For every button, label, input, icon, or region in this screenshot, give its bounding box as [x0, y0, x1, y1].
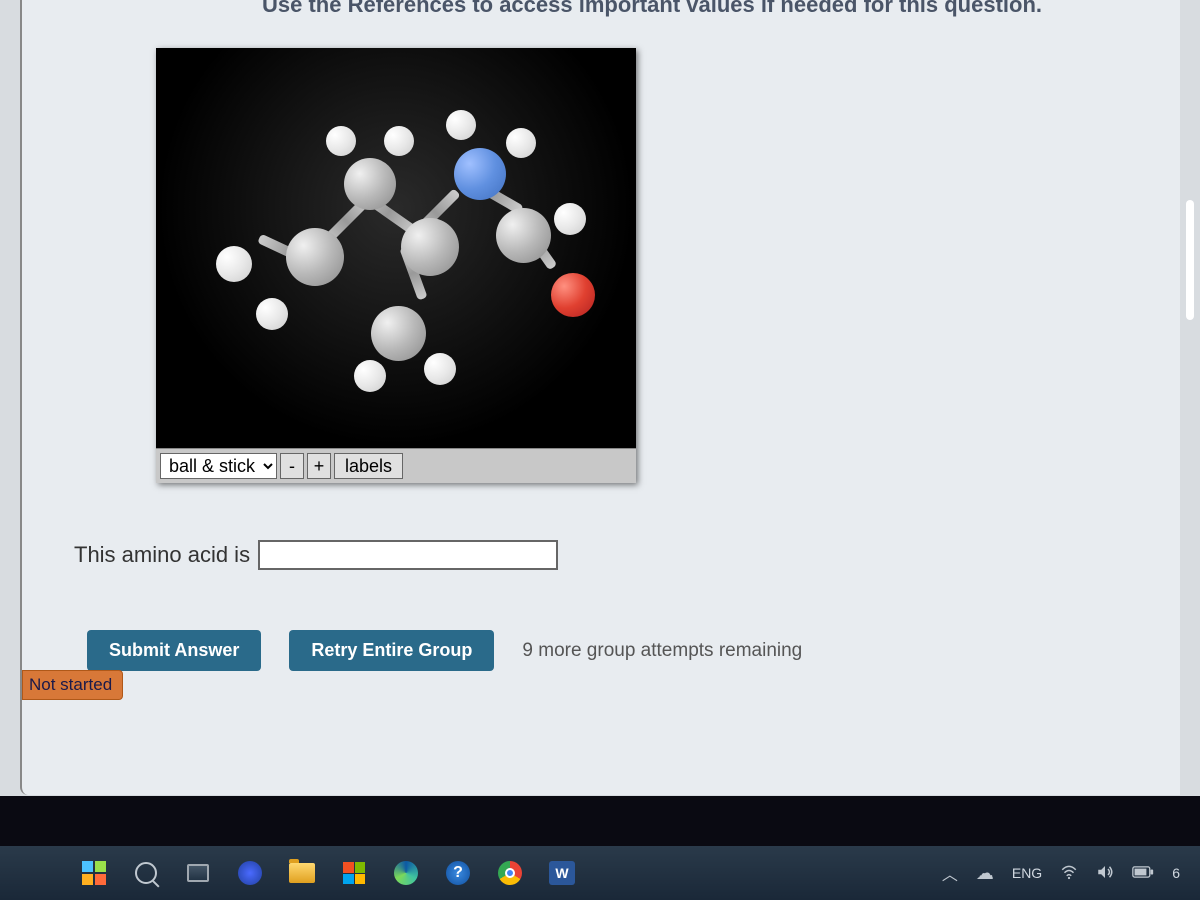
sound-tray-button[interactable] [1096, 863, 1114, 884]
word-app-button[interactable]: W [548, 859, 576, 887]
scrollbar-thumb[interactable] [1186, 200, 1194, 320]
help-icon: ? [446, 861, 470, 885]
zoom-out-button[interactable]: - [280, 453, 304, 479]
retry-group-button[interactable]: Retry Entire Group [289, 630, 494, 671]
chrome-browser-button[interactable] [496, 859, 524, 887]
carbon-atom [401, 218, 459, 276]
hydrogen-atom [256, 298, 288, 330]
battery-icon [1132, 865, 1154, 879]
instruction-text: Use the References to access important v… [262, 0, 1042, 18]
question-panel: Use the References to access important v… [20, 0, 1180, 795]
oxygen-atom [551, 273, 595, 317]
task-view-button[interactable] [184, 859, 212, 887]
carbon-atom [496, 208, 551, 263]
molecule-3d-canvas[interactable] [156, 48, 636, 448]
camera-icon [238, 861, 262, 885]
carbon-atom [371, 306, 426, 361]
windows-taskbar: ? W ︿ ☁ ENG 6 [0, 845, 1200, 900]
question-prompt: This amino acid is [74, 542, 250, 568]
word-icon: W [549, 861, 575, 885]
search-button[interactable] [132, 859, 160, 887]
hydrogen-atom [424, 353, 456, 385]
language-indicator[interactable]: ENG [1012, 865, 1042, 881]
task-view-icon [187, 864, 209, 882]
cloud-icon: ☁ [976, 863, 994, 883]
labels-toggle-button[interactable]: labels [334, 453, 403, 479]
view-style-select[interactable]: ball & stick [160, 453, 277, 479]
speaker-icon [1096, 863, 1114, 881]
attempts-remaining-text: 9 more group attempts remaining [522, 640, 802, 662]
help-app-button[interactable]: ? [444, 859, 472, 887]
answer-input[interactable] [258, 540, 558, 570]
windows-logo-icon [82, 861, 106, 885]
edge-browser-button[interactable] [392, 859, 420, 887]
question-row: This amino acid is [74, 540, 558, 570]
tray-overflow-button[interactable]: ︿ [942, 861, 958, 885]
taskbar-left-group: ? W [80, 859, 576, 887]
taskbar-right-group: ︿ ☁ ENG 6 [942, 861, 1180, 885]
battery-tray-button[interactable] [1132, 865, 1154, 882]
clock-fragment[interactable]: 6 [1172, 865, 1180, 881]
wifi-tray-button[interactable] [1060, 863, 1078, 884]
chrome-icon [498, 861, 522, 885]
submit-answer-button[interactable]: Submit Answer [87, 630, 261, 671]
camera-app-button[interactable] [236, 859, 264, 887]
start-button[interactable] [80, 859, 108, 887]
hydrogen-atom [326, 126, 356, 156]
carbon-atom [344, 158, 396, 210]
chevron-up-icon: ︿ [942, 867, 958, 884]
status-badge: Not started [22, 670, 123, 700]
hydrogen-atom [446, 110, 476, 140]
microsoft-store-icon [343, 862, 365, 884]
action-row: Submit Answer Retry Entire Group 9 more … [87, 630, 802, 671]
zoom-in-button[interactable]: + [307, 453, 331, 479]
hydrogen-atom [354, 360, 386, 392]
hydrogen-atom [554, 203, 586, 235]
folder-icon [289, 863, 315, 883]
file-explorer-button[interactable] [288, 859, 316, 887]
molecule-viewer: ball & stick - + labels [156, 48, 636, 483]
molecule-toolbar: ball & stick - + labels [156, 448, 636, 483]
edge-icon [394, 861, 418, 885]
hydrogen-atom [216, 246, 252, 282]
hydrogen-atom [506, 128, 536, 158]
hydrogen-atom [384, 126, 414, 156]
nitrogen-atom [454, 148, 506, 200]
search-icon [135, 862, 157, 884]
microsoft-store-button[interactable] [340, 859, 368, 887]
carbon-atom [286, 228, 344, 286]
wifi-icon [1060, 863, 1078, 881]
onedrive-tray-button[interactable]: ☁ [976, 863, 994, 884]
